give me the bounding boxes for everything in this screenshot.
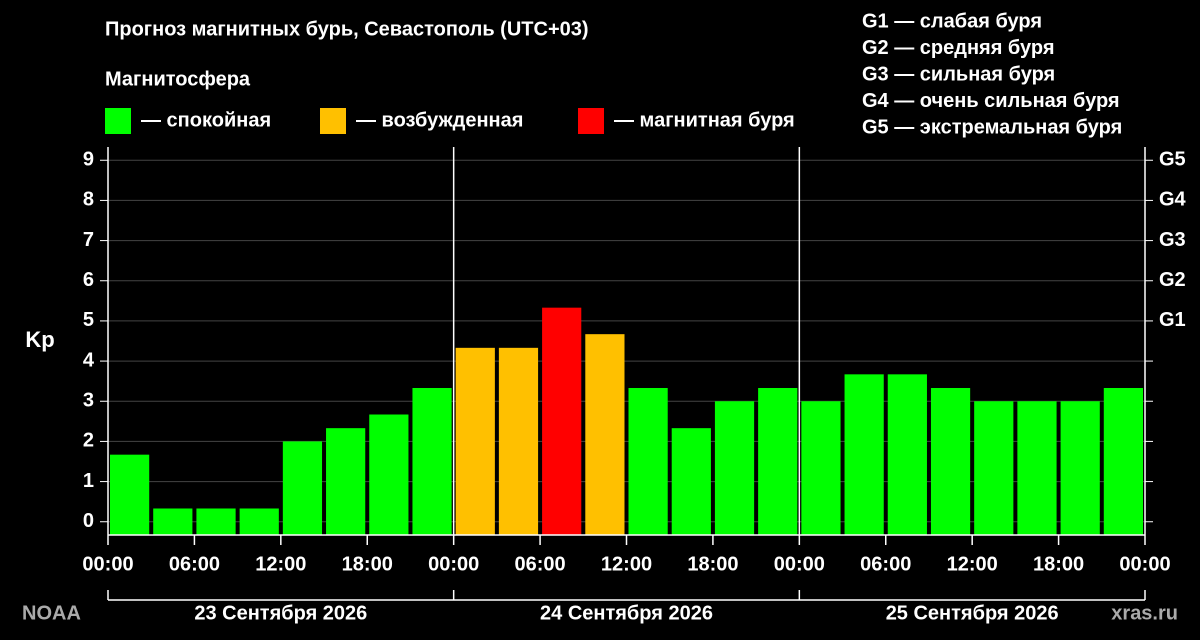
legend-swatch: [578, 108, 604, 134]
bar: [1017, 401, 1057, 535]
site: xras.ru: [1111, 602, 1178, 624]
x-tick-label: 06:00: [515, 553, 566, 575]
bar: [974, 401, 1014, 535]
bar: [498, 347, 539, 535]
legend-swatch: [105, 108, 131, 134]
y-tick-label: 4: [83, 349, 95, 371]
bar: [326, 428, 366, 535]
bar: [196, 508, 236, 535]
y-tick-label: 6: [83, 269, 94, 291]
chart-title: Прогноз магнитных бурь, Севастополь (UTC…: [105, 18, 589, 40]
x-tick-label: 06:00: [169, 553, 220, 575]
g-scale-note: G2 — средняя буря: [862, 37, 1055, 59]
bar: [887, 374, 927, 535]
y-tick-label: 3: [83, 390, 94, 412]
x-tick-label: 00:00: [1119, 553, 1170, 575]
y-axis-label: Kp: [25, 327, 54, 352]
y-tick-label: 9: [83, 149, 94, 171]
x-tick-label: 18:00: [687, 553, 738, 575]
bar: [714, 401, 755, 535]
day-label: 24 Сентября 2026: [540, 602, 713, 624]
x-tick-label: 18:00: [342, 553, 393, 575]
bar: [542, 307, 582, 535]
g-scale-note: G5 — экстремальная буря: [862, 116, 1122, 138]
g-scale-note: G4 — очень сильная буря: [862, 90, 1120, 112]
y2-tick-label: G5: [1159, 149, 1186, 171]
g-scale-note: G3 — сильная буря: [862, 63, 1055, 85]
day-label: 23 Сентября 2026: [194, 602, 367, 624]
bar: [758, 387, 798, 535]
bar: [1060, 401, 1100, 535]
x-tick-label: 12:00: [601, 553, 652, 575]
bar: [455, 347, 495, 535]
legend-label: — спокойная: [141, 109, 271, 131]
x-tick-label: 12:00: [947, 553, 998, 575]
subtitle: Магнитосфера: [105, 68, 251, 90]
source: NOAA: [22, 602, 81, 624]
y2-tick-label: G3: [1159, 229, 1186, 251]
legend-swatch: [320, 108, 346, 134]
bar: [628, 387, 668, 535]
x-tick-label: 12:00: [255, 553, 306, 575]
y2-tick-label: G2: [1159, 269, 1186, 291]
x-tick-label: 00:00: [428, 553, 479, 575]
y-tick-label: 5: [83, 309, 94, 331]
bar: [1103, 387, 1143, 535]
legend-label: — возбужденная: [356, 109, 523, 131]
y2-tick-label: G1: [1159, 309, 1186, 331]
bar: [239, 508, 279, 535]
day-label: 25 Сентября 2026: [886, 602, 1059, 624]
x-tick-label: 18:00: [1033, 553, 1084, 575]
y-tick-label: 7: [83, 229, 94, 251]
bar: [412, 387, 452, 535]
x-tick-label: 00:00: [82, 553, 133, 575]
x-tick-label: 06:00: [860, 553, 911, 575]
legend-label: — магнитная буря: [614, 109, 795, 131]
y-tick-label: 0: [83, 510, 94, 532]
y2-tick-label: G4: [1159, 189, 1187, 211]
bar: [110, 454, 150, 535]
bar: [585, 334, 625, 535]
y-tick-label: 1: [83, 470, 94, 492]
bar: [153, 508, 193, 535]
y-tick-label: 2: [83, 430, 94, 452]
bar: [369, 414, 409, 535]
bar: [930, 387, 971, 535]
x-tick-label: 00:00: [774, 553, 825, 575]
bar: [844, 374, 884, 535]
bar: [282, 441, 323, 535]
bar: [801, 401, 841, 535]
g-scale-note: G1 — слабая буря: [862, 10, 1042, 32]
bar: [671, 428, 711, 535]
y-tick-label: 8: [83, 189, 94, 211]
